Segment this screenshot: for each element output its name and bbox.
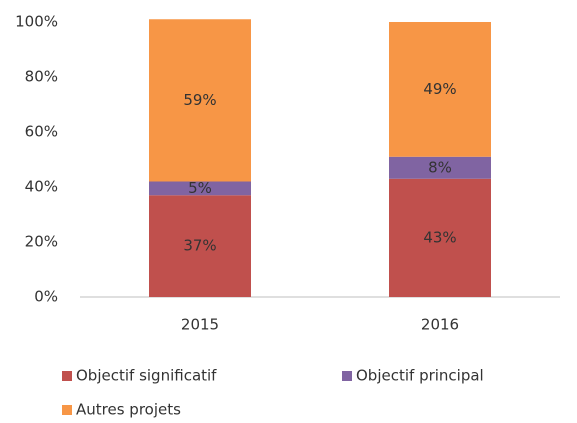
legend-swatch [62,371,72,381]
y-tick-label: 0% [34,288,58,306]
y-tick-label: 60% [25,123,58,141]
bar-segment [149,19,251,182]
data-label: 59% [183,91,216,109]
legend-label: Autres projets [76,401,181,419]
legend-label: Objectif principal [356,367,484,385]
bar-segment [149,195,251,297]
legend-label: Objectif significatif [76,367,217,385]
y-tick-label: 40% [25,178,58,196]
data-label: 5% [188,179,212,197]
data-label: 43% [423,228,456,246]
y-tick-label: 80% [25,68,58,86]
bar-segment [389,22,491,157]
legend-swatch [62,405,72,415]
legend-swatch [342,371,352,381]
data-label: 8% [428,158,452,176]
data-label: 49% [423,80,456,98]
x-tick-label: 2016 [421,316,459,334]
bar-segment [389,156,491,179]
y-tick-label: 20% [25,233,58,251]
x-tick-label: 2015 [181,316,219,334]
y-tick-label: 100% [15,13,58,31]
bar-segment [389,178,491,297]
data-label: 37% [183,237,216,255]
bar-segment [149,181,251,196]
